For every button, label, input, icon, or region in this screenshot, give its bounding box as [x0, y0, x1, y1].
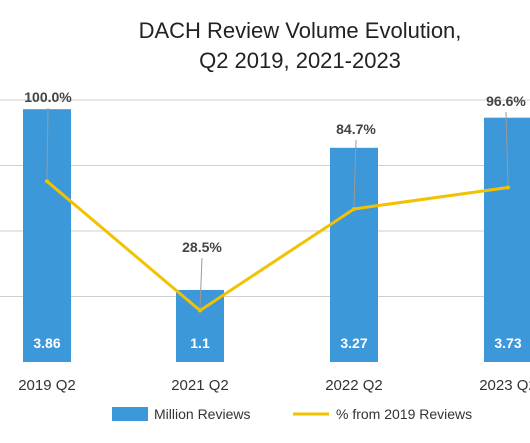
percent-label-1: 100.0% — [24, 89, 72, 105]
x-tick-label-3: 2022 Q2 — [325, 377, 383, 394]
chart-title-line-1: DACH Review Volume Evolution, — [139, 18, 462, 43]
line-series-path — [46, 180, 509, 313]
line-point-1 — [45, 179, 49, 184]
leader-line-4 — [505, 111, 509, 185]
x-tick-label-2: 2021 Q2 — [171, 377, 229, 394]
bar-value-label-4: 3.73 — [494, 335, 521, 351]
x-axis-ticks: 2019 Q2 2021 Q2 2022 Q2 2023 Q2 — [18, 377, 530, 394]
legend-bar-swatch — [112, 407, 148, 421]
percent-label-3: 84.7% — [336, 121, 376, 137]
line-series — [45, 179, 510, 313]
percent-label-4: 96.6% — [486, 93, 526, 109]
line-point-4 — [506, 185, 510, 190]
bar-value-labels: 3.86 1.1 3.27 3.73 — [33, 335, 521, 351]
x-tick-label-1: 2019 Q2 — [18, 377, 76, 394]
line-point-3 — [352, 206, 356, 211]
leader-lines — [46, 107, 509, 308]
percent-labels: 100.0% 28.5% 84.7% 96.6% — [24, 89, 526, 255]
legend: Million Reviews % from 2019 Reviews — [112, 406, 472, 422]
percent-label-2: 28.5% — [182, 239, 222, 255]
leader-line-3 — [353, 139, 357, 206]
bar-series — [23, 109, 530, 362]
bar-value-label-3: 3.27 — [340, 335, 367, 351]
chart-title-line-2: Q2 2019, 2021-2023 — [199, 48, 401, 73]
leader-line-1 — [46, 107, 49, 179]
chart-title: DACH Review Volume Evolution, Q2 2019, 2… — [139, 18, 462, 73]
line-point-2 — [198, 308, 202, 313]
bar-value-label-2: 1.1 — [190, 335, 210, 351]
x-tick-label-4: 2023 Q2 — [479, 377, 530, 394]
bar-3 — [330, 147, 378, 362]
gridlines — [0, 99, 530, 297]
legend-line-label: % from 2019 Reviews — [336, 406, 472, 422]
legend-bar-label: Million Reviews — [154, 406, 250, 422]
bar-value-label-1: 3.86 — [33, 335, 60, 351]
leader-line-2 — [199, 257, 203, 308]
